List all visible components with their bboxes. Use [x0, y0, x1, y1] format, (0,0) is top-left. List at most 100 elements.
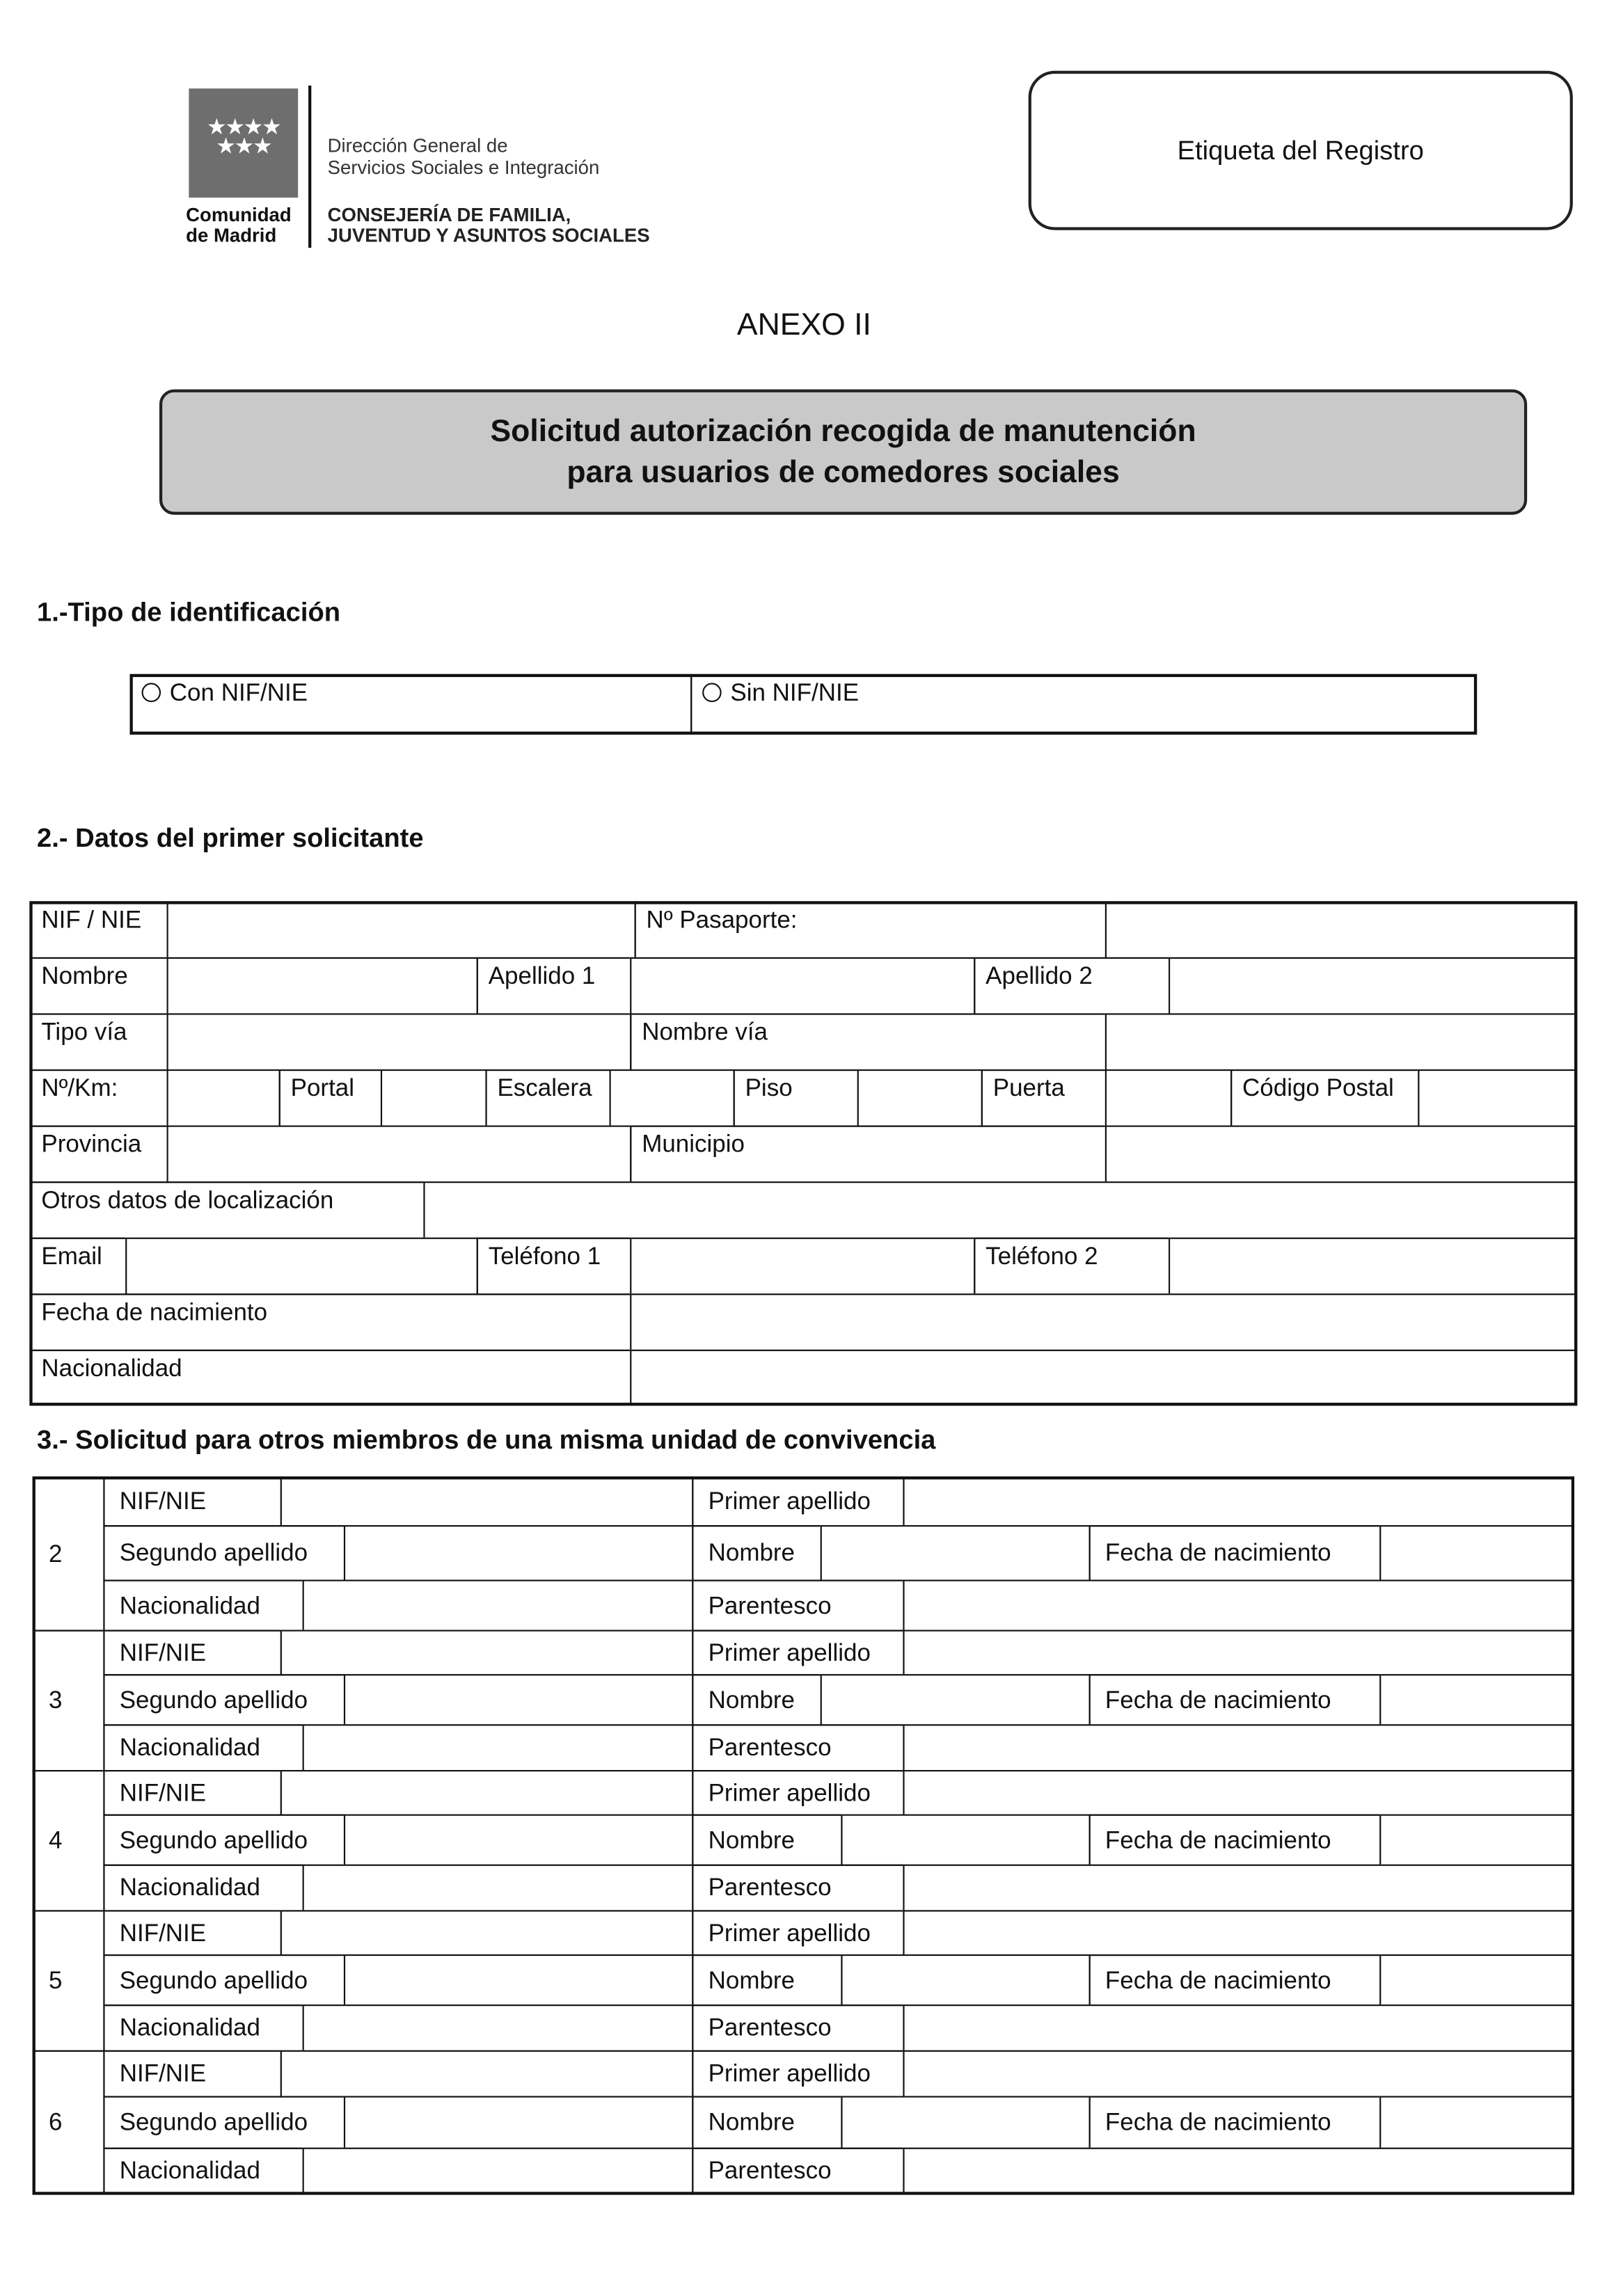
member-6-nif-label: NIF/NIE — [103, 2050, 282, 2098]
member-5-nif-label: NIF/NIE — [103, 1910, 282, 1956]
puerta-input[interactable] — [1105, 1069, 1233, 1127]
member-number-5: 5 — [32, 1910, 105, 2052]
piso-label: Piso — [733, 1069, 859, 1127]
member-4-fecha-nacimiento-input[interactable] — [1379, 1814, 1575, 1866]
n-km-input[interactable] — [166, 1069, 280, 1127]
member-3-fecha-nacimiento-input[interactable] — [1379, 1674, 1575, 1726]
id-type-option-sin-nif[interactable]: Sin NIF/NIE — [690, 673, 1478, 735]
member-5-fecha-nacimiento-input[interactable] — [1379, 1954, 1575, 2007]
member-3-nombre-label: Nombre — [692, 1674, 822, 1726]
member-3-segundo-apellido-label: Segundo apellido — [103, 1674, 346, 1726]
portal-input[interactable] — [380, 1069, 487, 1127]
member-6-fecha-nacimiento-input[interactable] — [1379, 2096, 1575, 2149]
member-4-primer-apellido-label: Primer apellido — [692, 1769, 905, 1816]
piso-input[interactable] — [857, 1069, 983, 1127]
member-4-primer-apellido-input[interactable] — [903, 1769, 1575, 1816]
member-5-fecha-nacimiento-label: Fecha de nacimiento — [1088, 1954, 1381, 2007]
email-label: Email — [29, 1237, 127, 1296]
member-3-nacionalidad-label: Nacionalidad — [103, 1724, 304, 1772]
provincia-input[interactable] — [166, 1125, 632, 1183]
member-5-nombre-input[interactable] — [841, 1954, 1091, 2007]
member-5-parentesco-input[interactable] — [903, 2004, 1575, 2052]
nif-nie-label: NIF / NIE — [29, 901, 168, 959]
option-label: Con NIF/NIE — [169, 680, 308, 707]
member-2-primer-apellido-input[interactable] — [903, 1476, 1575, 1527]
member-5-nacionalidad-label: Nacionalidad — [103, 2004, 304, 2052]
member-3-nif-input[interactable] — [280, 1629, 694, 1676]
consejeria: CONSEJERÍA DE FAMILIA, JUVENTUD Y ASUNTOS… — [327, 203, 650, 247]
registro-label-box: Etiqueta del Registro — [1028, 70, 1573, 230]
member-4-parentesco-input[interactable] — [903, 1864, 1575, 1912]
n-km-label: Nº/Km: — [29, 1069, 168, 1127]
member-2-fecha-nacimiento-input[interactable] — [1379, 1525, 1575, 1581]
member-2-nif-input[interactable] — [280, 1476, 694, 1527]
member-3-primer-apellido-label: Primer apellido — [692, 1629, 905, 1676]
n-pasaporte-input[interactable] — [1105, 901, 1578, 959]
section1-heading: 1.-Tipo de identificación — [36, 597, 341, 627]
tipo-v-a-label: Tipo vía — [29, 1013, 168, 1071]
portal-label: Portal — [278, 1069, 383, 1127]
direccion-general: Dirección General de Servicios Sociales e… — [327, 134, 600, 179]
member-5-parentesco-label: Parentesco — [692, 2004, 905, 2052]
nombre-input[interactable] — [166, 957, 478, 1015]
member-2-segundo-apellido-input[interactable] — [343, 1525, 694, 1581]
c-digo-postal-input[interactable] — [1418, 1069, 1578, 1127]
radio-icon[interactable] — [702, 683, 722, 703]
member-2-nif-label: NIF/NIE — [103, 1476, 282, 1527]
member-5-segundo-apellido-input[interactable] — [343, 1954, 694, 2007]
member-5-nif-input[interactable] — [280, 1910, 694, 1956]
nif-nie-input[interactable] — [166, 901, 636, 959]
apellido-2-input[interactable] — [1169, 957, 1578, 1015]
member-2-nombre-label: Nombre — [692, 1525, 822, 1581]
member-3-nombre-input[interactable] — [820, 1674, 1091, 1726]
member-3-primer-apellido-input[interactable] — [903, 1629, 1575, 1676]
nacionalidad-input[interactable] — [630, 1349, 1578, 1406]
madrid-logo — [189, 88, 299, 198]
member-6-nacionalidad-input[interactable] — [302, 2147, 694, 2195]
member-3-segundo-apellido-input[interactable] — [343, 1674, 694, 1726]
nombre-v-a-label: Nombre vía — [630, 1013, 1107, 1071]
member-6-parentesco-input[interactable] — [903, 2147, 1575, 2195]
email-input[interactable] — [125, 1237, 478, 1296]
member-2-nacionalidad-input[interactable] — [302, 1579, 694, 1632]
otros-datos-de-localizaci-n-input[interactable] — [423, 1181, 1578, 1239]
municipio-input[interactable] — [1105, 1125, 1578, 1183]
member-5-nacionalidad-input[interactable] — [302, 2004, 694, 2052]
section3-heading: 3.- Solicitud para otros miembros de una… — [36, 1424, 936, 1455]
member-4-nacionalidad-label: Nacionalidad — [103, 1864, 304, 1912]
member-4-nif-input[interactable] — [280, 1769, 694, 1816]
radio-icon[interactable] — [141, 683, 161, 703]
tel-fono-2-label: Teléfono 2 — [974, 1237, 1171, 1296]
tel-fono-1-input[interactable] — [630, 1237, 976, 1296]
nacionalidad-label: Nacionalidad — [29, 1349, 632, 1406]
member-number-6: 6 — [32, 2050, 105, 2195]
option-label: Sin NIF/NIE — [730, 680, 860, 707]
member-6-segundo-apellido-input[interactable] — [343, 2096, 694, 2149]
tel-fono-2-input[interactable] — [1169, 1237, 1578, 1296]
member-6-nombre-input[interactable] — [841, 2096, 1091, 2149]
member-5-primer-apellido-input[interactable] — [903, 1910, 1575, 1956]
fecha-de-nacimiento-input[interactable] — [630, 1293, 1578, 1351]
annex-title: ANEXO II — [736, 308, 871, 342]
id-type-option-con-nif[interactable]: Con NIF/NIE — [129, 673, 692, 735]
member-2-nombre-input[interactable] — [820, 1525, 1091, 1581]
member-2-parentesco-label: Parentesco — [692, 1579, 905, 1632]
member-3-parentesco-input[interactable] — [903, 1724, 1575, 1772]
member-6-nif-input[interactable] — [280, 2050, 694, 2098]
member-6-primer-apellido-input[interactable] — [903, 2050, 1575, 2098]
member-4-segundo-apellido-input[interactable] — [343, 1814, 694, 1866]
member-4-nombre-input[interactable] — [841, 1814, 1091, 1866]
escalera-label: Escalera — [485, 1069, 611, 1127]
tipo-v-a-input[interactable] — [166, 1013, 632, 1071]
member-4-nacionalidad-input[interactable] — [302, 1864, 694, 1912]
nombre-v-a-input[interactable] — [1105, 1013, 1578, 1071]
member-2-parentesco-input[interactable] — [903, 1579, 1575, 1632]
apellido-2-label: Apellido 2 — [974, 957, 1171, 1015]
form-title: Solicitud autorización recogida de manut… — [159, 389, 1528, 515]
escalera-input[interactable] — [609, 1069, 735, 1127]
member-3-nacionalidad-input[interactable] — [302, 1724, 694, 1772]
apellido-1-input[interactable] — [630, 957, 976, 1015]
member-2-primer-apellido-label: Primer apellido — [692, 1476, 905, 1527]
c-digo-postal-label: Código Postal — [1230, 1069, 1420, 1127]
member-number-2: 2 — [32, 1476, 105, 1632]
